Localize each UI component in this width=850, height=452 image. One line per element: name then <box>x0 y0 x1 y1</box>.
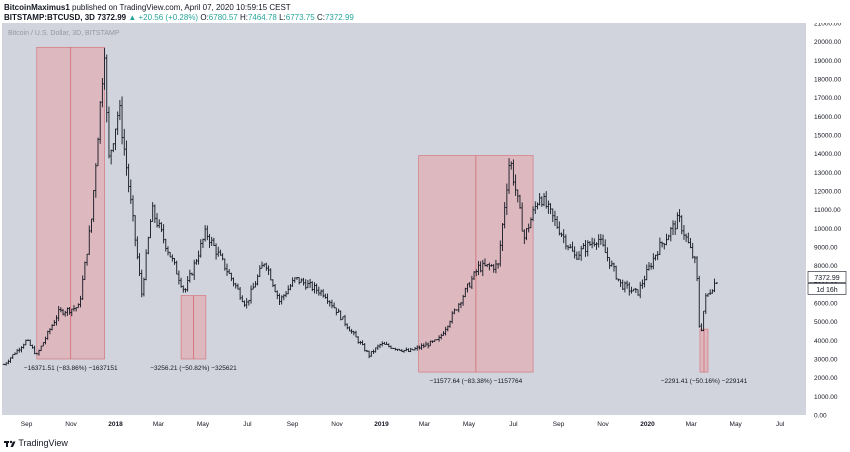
open-value: 6780.57 <box>208 13 238 22</box>
y-tick-label: 13000.00 <box>814 170 841 177</box>
chart-watermark: Bitcoin / U.S. Dollar, 3D, BITSTAMP <box>8 30 120 37</box>
tradingview-logo-icon <box>4 440 16 447</box>
chart-header: BitcoinMaximus1 published on TradingView… <box>0 0 850 24</box>
last-price-tag <box>807 271 847 283</box>
open-label: O: <box>200 13 209 22</box>
tradingview-footer[interactable]: TradingView <box>4 438 68 448</box>
x-tick-label: Nov <box>331 421 343 428</box>
y-tick-label: 9000.00 <box>814 245 838 252</box>
range-boxes <box>36 46 709 373</box>
last-price-tag-label: 7372.99 <box>814 275 839 282</box>
countdown-tag-label: 1d 16h <box>816 287 838 294</box>
x-tick-label: Sep <box>553 421 565 428</box>
y-tick-label: 18000.00 <box>814 77 841 84</box>
x-tick-label: Jul <box>509 421 518 428</box>
close-value: 7372.99 <box>324 13 354 22</box>
low-value: 6773.75 <box>285 13 315 22</box>
price-axis <box>806 23 850 415</box>
last-price-marker: 7372.99 1d 16h <box>807 271 847 295</box>
published-text: published on TradingView.com, April 07, … <box>72 3 291 12</box>
price-chart[interactable]: Bitcoin / U.S. Dollar, 3D, BITSTAMP −163… <box>0 23 850 437</box>
low-label: L: <box>279 13 286 22</box>
x-tick-label: Jul <box>776 421 785 428</box>
y-tick-label: 10000.00 <box>814 226 841 233</box>
x-axis-ticks: Sep Nov 2018 Mar May Jul Sep Nov 2019 Mar May Jul Se… <box>21 421 785 428</box>
y-tick-label: 19000.00 <box>814 58 841 65</box>
close-label: C: <box>316 13 325 22</box>
symbol-line: BITSTAMP:BTCUSD, 3D 7372.99 ▲ +20.56 (+0… <box>4 13 354 22</box>
tradingview-brand: TradingView <box>18 438 68 448</box>
x-tick-label: Jul <box>243 421 252 428</box>
drawdown-label: −11577.64 (−83.38%) −1157764 <box>429 378 522 385</box>
drawdown-label: −3256.21 (−50.82%) −325621 <box>150 365 237 372</box>
time-axis <box>2 415 806 429</box>
y-tick-label: 14000.00 <box>814 151 841 158</box>
y-tick-label: 5000.00 <box>814 319 838 326</box>
symbol-label: BITSTAMP:BTCUSD, 3D <box>4 13 95 22</box>
y-tick-label: 21000.00 <box>814 23 841 28</box>
y-tick-label: 16000.00 <box>814 114 841 121</box>
x-tick-label: Nov <box>597 421 609 428</box>
x-tick-label: Sep <box>21 421 33 428</box>
x-tick-label: 2018 <box>108 421 123 428</box>
y-tick-label: 1000.00 <box>814 394 838 401</box>
y-tick-label: 12000.00 <box>814 189 841 196</box>
x-tick-label: May <box>463 421 476 428</box>
high-value: 7464.78 <box>247 13 277 22</box>
x-tick-label: Mar <box>419 421 431 428</box>
y-tick-label: 15000.00 <box>814 133 841 140</box>
x-tick-label: Mar <box>153 421 165 428</box>
y-tick-label: 2000.00 <box>814 375 838 382</box>
drawdown-label: −2291.41 (−50.16%) −229141 <box>661 378 748 385</box>
plot-background <box>2 23 806 415</box>
x-tick-label: Nov <box>65 421 77 428</box>
x-tick-label: Sep <box>287 421 299 428</box>
y-tick-label: 8000.00 <box>814 263 838 270</box>
countdown-tag <box>807 283 847 295</box>
x-tick-label: 2020 <box>640 421 655 428</box>
drawdown-label: −16371.51 (−83.86%) −1637151 <box>24 365 118 372</box>
y-axis-ticks: 21000.00 20000.00 19000.00 18000.00 17000.00… <box>814 23 841 420</box>
y-tick-label: 0.00 <box>814 413 827 420</box>
y-tick-label: 3000.00 <box>814 357 838 364</box>
x-tick-label: May <box>730 421 743 428</box>
publish-line: BitcoinMaximus1 published on TradingView… <box>4 3 291 12</box>
x-tick-label: Mar <box>686 421 698 428</box>
high-label: H: <box>239 13 248 22</box>
price-change: ▲ +20.56 (+0.28%) <box>128 13 199 22</box>
x-tick-label: 2019 <box>374 421 389 428</box>
y-tick-label: 17000.00 <box>814 95 841 102</box>
ohlc-bars <box>2 48 718 366</box>
y-tick-label: 4000.00 <box>814 338 838 345</box>
last-price: 7372.99 <box>97 13 127 22</box>
y-tick-label: 6000.00 <box>814 301 838 308</box>
x-tick-label: May <box>197 421 210 428</box>
y-tick-label: 11000.00 <box>814 207 841 214</box>
range-labels: −16371.51 (−83.86%) −1637151 −3256.21 (−5… <box>24 365 748 385</box>
author-name[interactable]: BitcoinMaximus1 <box>4 3 70 12</box>
y-tick-label: 20000.00 <box>814 39 841 46</box>
